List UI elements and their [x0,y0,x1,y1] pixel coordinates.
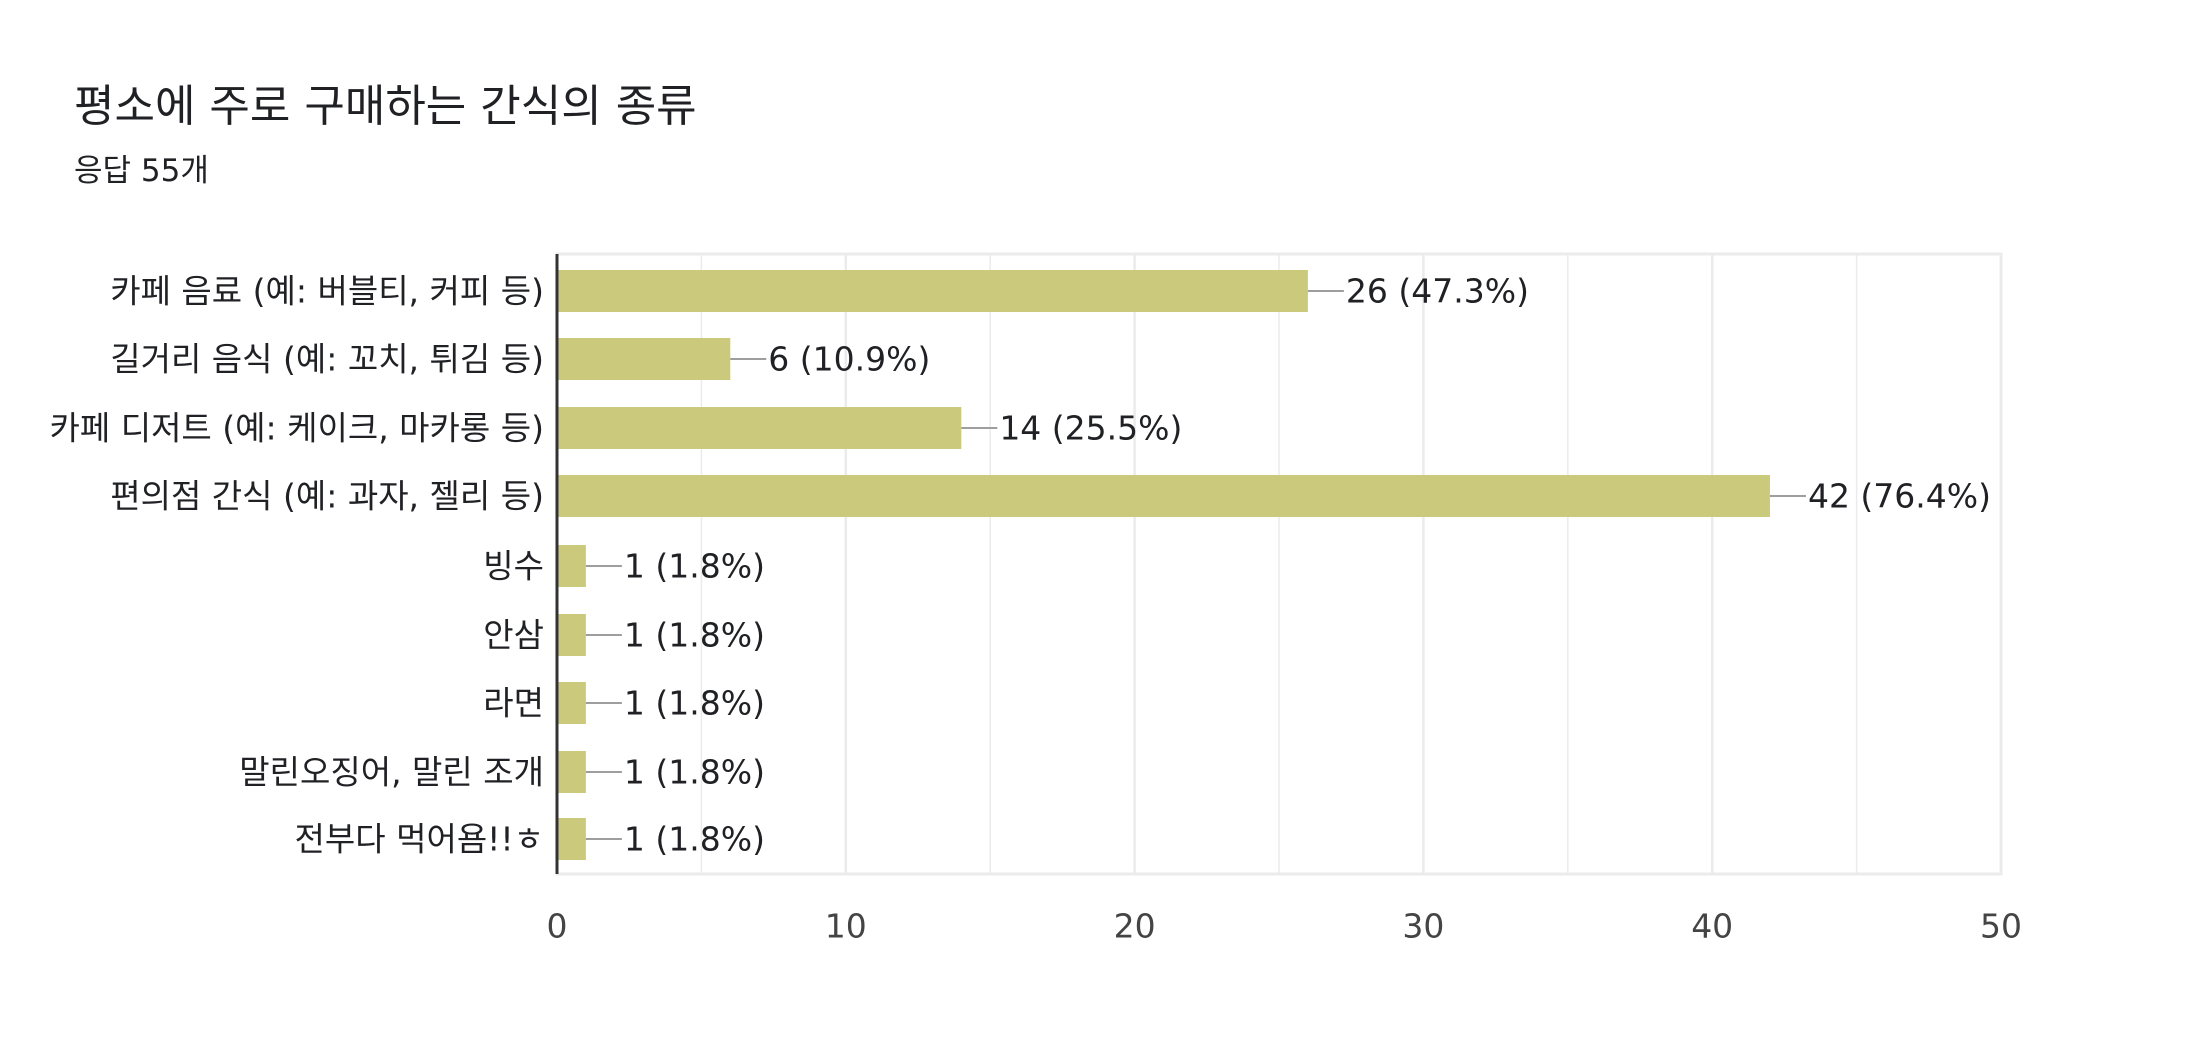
category-label: 편의점 간식 (예: 과자, 젤리 등) [110,477,544,516]
bars [557,270,1770,860]
x-tick-label: 30 [1402,907,1444,946]
category-label: 라면 [483,684,544,723]
bar [557,407,962,449]
category-label: 카페 음료 (예: 버블티, 커피 등) [110,272,544,311]
x-tick-label: 10 [825,907,867,946]
category-label: 빙수 [483,547,544,586]
data-label: 1 (1.8%) [624,820,765,859]
x-tick-label: 0 [547,907,568,946]
bar [557,338,731,380]
bar [557,270,1308,312]
bar [557,545,586,587]
bar [557,751,586,793]
data-labels: 26 (47.3%) 6 (10.9%) 14 (25.5%) 42 (76.4%) 1… [624,272,1991,859]
bar [557,475,1770,517]
leader-lines [585,290,1806,840]
data-label: 1 (1.8%) [624,684,765,723]
data-label: 42 (76.4%) [1808,477,1991,516]
x-tick-label: 50 [1980,907,2022,946]
bar [557,614,586,656]
category-label: 안삼 [483,616,544,655]
x-tick-label: 20 [1114,907,1156,946]
chart-title: 평소에 주로 구매하는 간식의 종류 [74,81,697,132]
data-label: 6 (10.9%) [768,340,930,379]
category-label: 카페 디저트 (예: 케이크, 마카롱 등) [50,409,545,448]
category-label: 말린오징어, 말린 조개 [239,753,544,792]
bar [557,818,586,860]
bar [557,682,586,724]
data-label: 1 (1.8%) [624,616,765,655]
category-labels: 카페 음료 (예: 버블티, 커피 등) 길거리 음식 (예: 꼬치, 튀김 등)… [50,272,545,859]
category-label: 전부다 먹어욤!!ㅎ [295,820,544,859]
data-label: 1 (1.8%) [624,753,765,792]
grid-lines [700,254,1858,874]
data-label: 14 (25.5%) [999,409,1182,448]
data-label: 26 (47.3%) [1346,272,1529,311]
x-tick-label: 40 [1691,907,1733,946]
x-axis-tick-labels: 0 10 20 30 40 50 [547,907,2023,946]
category-label: 길거리 음식 (예: 꼬치, 튀김 등) [110,340,544,379]
data-label: 1 (1.8%) [624,547,765,586]
response-count: 응답 55개 [74,153,209,189]
